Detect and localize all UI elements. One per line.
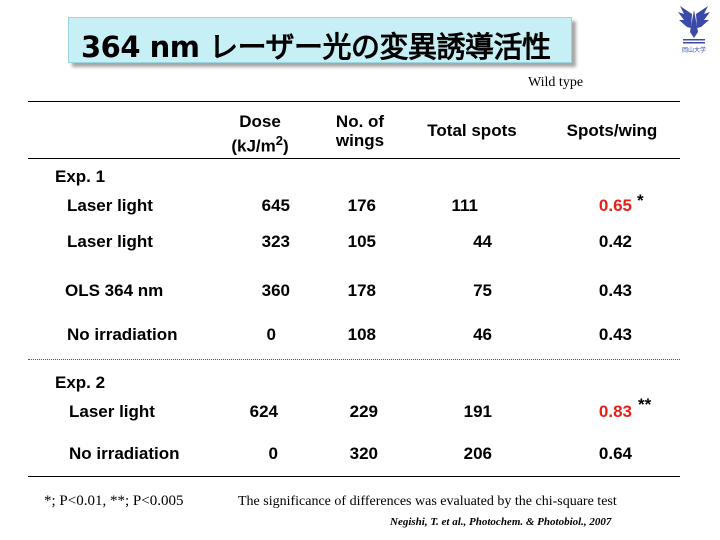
header-total-spots: Total spots — [427, 121, 517, 140]
header-bottom-rule — [28, 158, 680, 159]
group-label-exp2: Exp. 2 — [55, 373, 106, 392]
dose-cell: 323 — [261, 232, 290, 251]
spots-per-wing-cell: 0.65 — [598, 196, 632, 215]
spots-per-wing-cell: 0.83 — [598, 402, 632, 421]
wings-cell: 108 — [347, 325, 376, 344]
group-divider — [28, 359, 680, 360]
row-label: No irradiation — [69, 444, 180, 463]
total-cell: 111 — [451, 196, 479, 215]
total-cell: 206 — [463, 444, 492, 463]
total-cell: 191 — [463, 402, 492, 421]
logo-text: 岡山大学 — [682, 46, 706, 54]
significance-mark: * — [637, 191, 644, 210]
wings-cell: 178 — [347, 281, 376, 300]
header-spots-per-wing: Spots/wing — [566, 121, 658, 140]
university-emblem-icon: 岡山大学 — [676, 2, 712, 54]
total-cell: 75 — [473, 281, 492, 300]
table-bottom-rule — [28, 476, 680, 477]
wings-cell: 176 — [347, 196, 376, 215]
row-label: No irradiation — [67, 325, 178, 344]
total-cell: 44 — [473, 232, 492, 251]
wings-cell: 320 — [349, 444, 378, 463]
spots-per-wing-cell: 0.42 — [598, 232, 632, 251]
citation: Negishi, T. et al., Photochem. & Photobi… — [390, 516, 612, 528]
dose-cell: 0 — [266, 325, 276, 344]
dose-cell: 645 — [261, 196, 290, 215]
wild-type-label: Wild type — [528, 75, 584, 90]
spots-per-wing-cell: 0.43 — [598, 281, 632, 300]
header-dose: Dose (kJ/m2) — [231, 112, 289, 156]
group-label-exp1: Exp. 1 — [55, 167, 106, 186]
slide-title: 364 nm レーザー光の変異誘導活性 — [81, 30, 551, 64]
spots-per-wing-cell: 0.64 — [598, 444, 632, 463]
chi-square-footnote: The significance of differences was eval… — [238, 494, 617, 509]
row-label: Laser light — [67, 196, 153, 215]
row-label: Laser light — [67, 232, 153, 251]
row-label: Laser light — [69, 402, 155, 421]
header-wings: No. of wings — [335, 112, 385, 150]
spots-per-wing-cell: 0.43 — [598, 325, 632, 344]
row-label: OLS 364 nm — [65, 281, 164, 300]
dose-cell: 624 — [249, 402, 278, 421]
wings-cell: 229 — [349, 402, 378, 421]
wings-cell: 105 — [347, 232, 376, 251]
dose-cell: 360 — [261, 281, 290, 300]
dose-cell: 0 — [268, 444, 278, 463]
significance-footnote: *; P<0.01, **; P<0.005 — [44, 493, 184, 509]
table-top-rule — [28, 101, 680, 102]
total-cell: 46 — [473, 325, 492, 344]
title-box: 364 nm レーザー光の変異誘導活性 — [68, 17, 572, 64]
significance-mark: ** — [638, 395, 652, 414]
